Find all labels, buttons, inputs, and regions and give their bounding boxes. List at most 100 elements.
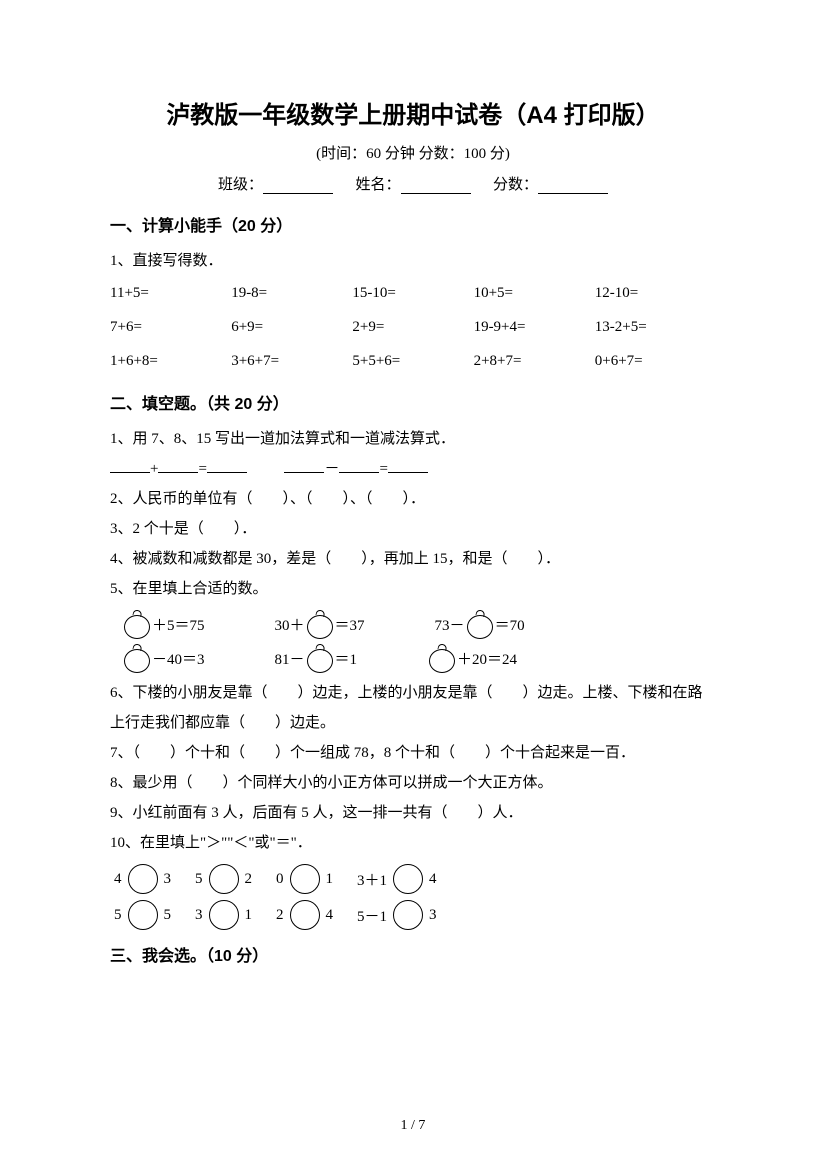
name-blank — [401, 178, 471, 194]
compare-item: 2 4 — [276, 900, 333, 930]
right-val: 4 — [429, 871, 437, 888]
right-val: 5 — [164, 907, 172, 924]
compare-row-2: 5 5 3 1 2 4 5－1 3 — [114, 900, 716, 930]
eq-mid: ＋5＝75 — [152, 614, 205, 635]
calc-cell: 0+6+7= — [595, 344, 716, 378]
compare-item: 5－1 3 — [357, 900, 437, 930]
s2-q7: 7、（ ）个十和（ ）个一组成 78，8 个十和（ ）个十合起来是一百． — [110, 738, 716, 768]
left-val: 3 — [195, 907, 203, 924]
calc-cell: 7+6= — [110, 310, 231, 344]
apple-icon — [428, 644, 456, 672]
compare-item: 5 5 — [114, 900, 171, 930]
eq-prefix: 30＋ — [275, 614, 305, 635]
left-val: 3＋1 — [357, 869, 387, 890]
apple-eq: 30＋ ＝37 — [275, 610, 365, 638]
s2-q8: 8、最少用（ ）个同样大小的小正方体可以拼成一个大正方体。 — [110, 768, 716, 798]
section3-header: 三、我会选。（10 分） — [110, 942, 716, 966]
s2-q1: 1、用 7、8、15 写出一道加法算式和一道减法算式． — [110, 424, 716, 454]
eq-mid: －40＝3 — [152, 648, 205, 669]
compare-item: 4 3 — [114, 864, 171, 894]
circle-icon — [128, 864, 158, 894]
calc-cell: 5+5+6= — [352, 344, 473, 378]
eq-mid: ＝70 — [495, 614, 525, 635]
eq-mid: ＝37 — [335, 614, 365, 635]
calc-cell: 12-10= — [595, 276, 716, 310]
eq-mid: ＝1 — [335, 648, 358, 669]
table-row: 7+6= 6+9= 2+9= 19-9+4= 13-2+5= — [110, 310, 716, 344]
circle-icon — [393, 900, 423, 930]
right-val: 4 — [326, 907, 334, 924]
s2-q10: 10、在里填上"＞""＜"或"＝"． — [110, 828, 716, 858]
class-blank — [263, 178, 333, 194]
calc-cell: 10+5= — [474, 276, 595, 310]
circle-icon — [209, 864, 239, 894]
s2-q3: 3、2 个十是（ ）． — [110, 514, 716, 544]
left-val: 5 — [114, 907, 122, 924]
calc-cell: 2+8+7= — [474, 344, 595, 378]
page-title: 泸教版一年级数学上册期中试卷（A4 打印版） — [110, 95, 716, 130]
score-label: 分数： — [493, 177, 538, 193]
s2-q1-blanks: += －= — [110, 454, 716, 484]
table-row: 1+6+8= 3+6+7= 5+5+6= 2+8+7= 0+6+7= — [110, 344, 716, 378]
s2-q9: 9、小红前面有 3 人，后面有 5 人，这一排一共有（ ）人． — [110, 798, 716, 828]
class-label: 班级： — [218, 177, 263, 193]
eq-prefix: 73－ — [435, 614, 465, 635]
calc-cell: 19-9+4= — [474, 310, 595, 344]
section2-header: 二、填空题。（共 20 分） — [110, 390, 716, 414]
right-val: 3 — [164, 871, 172, 888]
calc-table: 11+5= 19-8= 15-10= 10+5= 12-10= 7+6= 6+9… — [110, 276, 716, 378]
circle-icon — [128, 900, 158, 930]
s1-q1-label: 1、直接写得数． — [110, 246, 716, 276]
compare-row-1: 4 3 5 2 0 1 3＋1 4 — [114, 864, 716, 894]
compare-item: 5 2 — [195, 864, 252, 894]
apple-eq: ＋20＝24 — [427, 644, 517, 672]
circle-icon — [209, 900, 239, 930]
apple-eq: 81－ ＝1 — [275, 644, 358, 672]
calc-cell: 13-2+5= — [595, 310, 716, 344]
right-val: 1 — [245, 907, 253, 924]
apple-icon — [306, 644, 334, 672]
apple-icon — [123, 610, 151, 638]
s2-q5: 5、在里填上合适的数。 — [110, 574, 716, 604]
circle-icon — [290, 900, 320, 930]
left-val: 5－1 — [357, 905, 387, 926]
left-val: 5 — [195, 871, 203, 888]
name-label: 姓名： — [355, 177, 400, 193]
calc-cell: 2+9= — [352, 310, 473, 344]
calc-cell: 3+6+7= — [231, 344, 352, 378]
apple-row-1: ＋5＝75 30＋ ＝37 73－ ＝70 — [122, 610, 716, 638]
right-val: 1 — [326, 871, 334, 888]
s2-q6: 6、下楼的小朋友是靠（ ）边走，上楼的小朋友是靠（ ）边走。上楼、下楼和在路上行… — [110, 678, 716, 738]
left-val: 4 — [114, 871, 122, 888]
apple-icon — [466, 610, 494, 638]
calc-cell: 11+5= — [110, 276, 231, 310]
section1-header: 一、计算小能手（20 分） — [110, 212, 716, 236]
apple-eq: 73－ ＝70 — [435, 610, 525, 638]
apple-eq: －40＝3 — [122, 644, 205, 672]
eq-mid: ＋20＝24 — [457, 648, 517, 669]
page-number: 1 / 7 — [0, 1118, 826, 1134]
calc-cell: 6+9= — [231, 310, 352, 344]
calc-cell: 15-10= — [352, 276, 473, 310]
apple-row-2: －40＝3 81－ ＝1 ＋20＝24 — [122, 644, 716, 672]
circle-icon — [393, 864, 423, 894]
compare-item: 0 1 — [276, 864, 333, 894]
compare-item: 3 1 — [195, 900, 252, 930]
right-val: 2 — [245, 871, 253, 888]
left-val: 0 — [276, 871, 284, 888]
table-row: 11+5= 19-8= 15-10= 10+5= 12-10= — [110, 276, 716, 310]
calc-cell: 19-8= — [231, 276, 352, 310]
eq-prefix: 81－ — [275, 648, 305, 669]
compare-item: 3＋1 4 — [357, 864, 437, 894]
s2-q2: 2、人民币的单位有（ ）、（ ）、（ ）． — [110, 484, 716, 514]
left-val: 2 — [276, 907, 284, 924]
score-blank — [538, 178, 608, 194]
apple-eq: ＋5＝75 — [122, 610, 205, 638]
s2-q4: 4、被减数和减数都是 30，差是（ ），再加上 15，和是（ ）． — [110, 544, 716, 574]
calc-cell: 1+6+8= — [110, 344, 231, 378]
info-line: 班级： 姓名： 分数： — [110, 173, 716, 194]
apple-icon — [306, 610, 334, 638]
subtitle: (时间：60 分钟 分数：100 分) — [110, 142, 716, 163]
circle-icon — [290, 864, 320, 894]
apple-icon — [123, 644, 151, 672]
